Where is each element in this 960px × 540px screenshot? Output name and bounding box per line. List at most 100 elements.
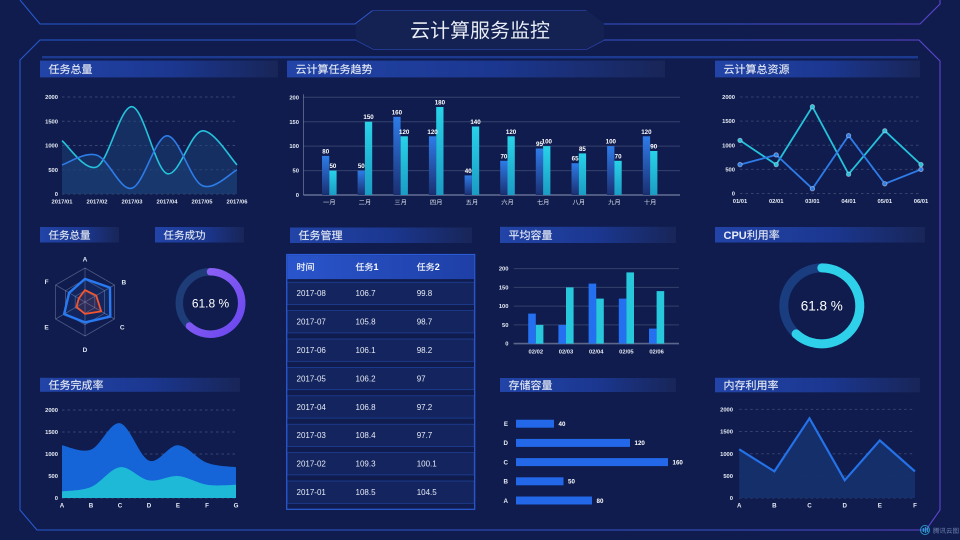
svg-text:2017/03: 2017/03 [122,199,144,205]
svg-text:2000: 2000 [722,95,735,101]
svg-text:1000: 1000 [720,452,733,458]
svg-text:2000: 2000 [45,408,58,414]
svg-text:0: 0 [296,193,299,199]
svg-text:0: 0 [55,496,58,502]
svg-text:D: D [147,502,152,509]
svg-text:B: B [504,479,509,486]
svg-text:F: F [45,279,49,286]
svg-text:50: 50 [568,479,575,486]
svg-text:2017/01: 2017/01 [52,199,74,205]
svg-text:0: 0 [730,496,733,502]
svg-text:1: 1 [374,262,379,272]
svg-text:50: 50 [358,163,365,170]
svg-text:2017-07: 2017-07 [297,318,327,327]
svg-text:1500: 1500 [720,430,733,436]
svg-text:100: 100 [499,304,509,310]
svg-text:2017/04: 2017/04 [157,199,179,205]
svg-text:D: D [83,347,88,354]
svg-text:2017-05: 2017-05 [297,374,327,383]
svg-text:02/04: 02/04 [589,350,604,356]
svg-text:04/01: 04/01 [841,199,856,205]
svg-text:160: 160 [673,459,684,466]
svg-text:106.1: 106.1 [356,346,377,355]
svg-text:106.2: 106.2 [356,374,377,383]
svg-text:E: E [44,325,49,332]
svg-text:F: F [913,502,917,509]
svg-text:1000: 1000 [45,452,58,458]
svg-text:70: 70 [615,153,622,160]
svg-text:A: A [83,257,88,264]
svg-text:150: 150 [363,114,374,121]
svg-text:2017/05: 2017/05 [192,199,214,205]
svg-text:100: 100 [289,144,299,150]
svg-text:C: C [120,325,125,332]
svg-text:97.7: 97.7 [417,431,433,440]
svg-text:A: A [60,502,65,509]
svg-text:06/01: 06/01 [914,199,929,205]
svg-text:120: 120 [641,129,652,136]
svg-text:106.7: 106.7 [356,289,377,298]
svg-text:1500: 1500 [722,119,735,125]
svg-text:D: D [504,440,509,447]
svg-text:02/06: 02/06 [649,350,664,356]
svg-text:50: 50 [502,323,508,329]
svg-text:80: 80 [322,148,329,155]
svg-text:1500: 1500 [45,119,58,125]
svg-text:98.7: 98.7 [417,318,433,327]
svg-text:150: 150 [499,286,509,292]
svg-text:2017-06: 2017-06 [297,346,327,355]
svg-text:B: B [89,502,94,509]
svg-text:05/01: 05/01 [878,199,893,205]
svg-text:2000: 2000 [720,408,733,414]
svg-text:106.8: 106.8 [356,403,377,412]
svg-text:02/03: 02/03 [559,350,574,356]
svg-text:2017-03: 2017-03 [297,431,327,440]
svg-text:C: C [118,502,123,509]
svg-text:108.5: 108.5 [356,488,377,497]
svg-text:500: 500 [723,474,733,480]
svg-text:0: 0 [505,342,508,348]
svg-text:A: A [504,498,509,505]
svg-text:03/01: 03/01 [805,199,820,205]
svg-text:120: 120 [427,129,438,136]
svg-text:2017-08: 2017-08 [297,289,327,298]
svg-text:01/01: 01/01 [733,199,748,205]
svg-text:150: 150 [289,120,299,126]
svg-text:97: 97 [417,374,426,383]
svg-text:100.1: 100.1 [417,460,438,469]
svg-text:120: 120 [635,440,646,447]
svg-text:E: E [878,502,882,509]
svg-text:108.4: 108.4 [356,431,377,440]
svg-text:02/01: 02/01 [769,199,784,205]
svg-text:B: B [772,502,777,509]
svg-text:160: 160 [392,109,403,116]
svg-text:200: 200 [289,95,299,101]
svg-text:CPU: CPU [724,230,747,242]
svg-text:500: 500 [48,474,58,480]
svg-text:140: 140 [470,119,481,126]
svg-text:90: 90 [650,144,657,151]
svg-text:65: 65 [572,156,579,163]
svg-text:0: 0 [732,192,735,198]
svg-text:02/05: 02/05 [619,350,634,356]
svg-text:E: E [504,421,508,428]
svg-text:105.8: 105.8 [356,318,377,327]
svg-text:200: 200 [499,267,509,273]
svg-text:104.5: 104.5 [417,488,438,497]
svg-text:500: 500 [48,168,58,174]
svg-text:40: 40 [465,168,472,175]
svg-text:98.2: 98.2 [417,346,433,355]
svg-text:50: 50 [329,163,336,170]
svg-text:C: C [807,502,812,509]
svg-text:100: 100 [606,139,617,146]
svg-text:70: 70 [500,153,507,160]
svg-text:180: 180 [435,100,446,107]
svg-text:109.3: 109.3 [356,460,377,469]
svg-text:61.8 %: 61.8 % [192,296,230,310]
svg-text:61.8 %: 61.8 % [801,299,843,314]
svg-text:2017/06: 2017/06 [227,199,249,205]
svg-text:2017-02: 2017-02 [297,460,327,469]
svg-text:99.8: 99.8 [417,289,433,298]
svg-text:2: 2 [435,262,440,272]
svg-text:40: 40 [559,421,566,428]
